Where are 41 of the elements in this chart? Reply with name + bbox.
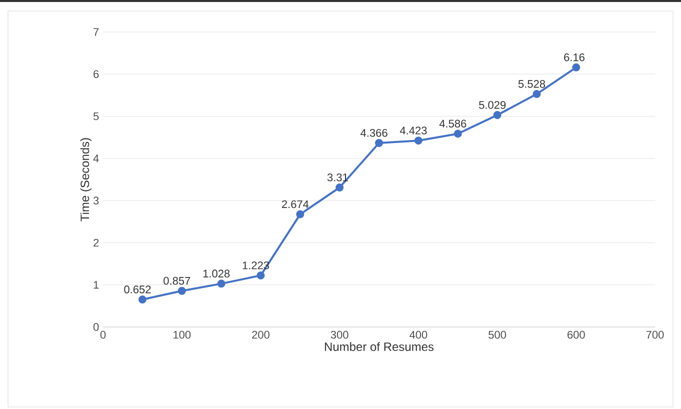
x-axis-title: Number of Resumes bbox=[324, 342, 434, 352]
y-tick-label: 5 bbox=[93, 112, 99, 120]
y-tick-label: 7 bbox=[94, 28, 99, 36]
x-tick-label: 200 bbox=[252, 330, 270, 339]
data-label: 5.029 bbox=[479, 101, 506, 109]
y-tick-label: 4 bbox=[93, 154, 99, 162]
data-label: 2.674 bbox=[282, 200, 309, 208]
data-label: 0.857 bbox=[164, 276, 190, 285]
data-label: 6.16 bbox=[564, 53, 584, 62]
data-label: 3.31 bbox=[327, 174, 348, 182]
x-tick-label: 400 bbox=[410, 330, 428, 339]
y-tick-label: 3 bbox=[93, 196, 99, 204]
point bbox=[572, 63, 580, 72]
data-label: 4.423 bbox=[400, 126, 427, 134]
y-tick-label: 0 bbox=[93, 323, 99, 331]
point bbox=[454, 130, 462, 138]
data-label: 4.366 bbox=[360, 129, 388, 137]
point bbox=[138, 296, 146, 304]
data-label: 0.652 bbox=[124, 286, 151, 294]
x-tick-label: 0 bbox=[100, 330, 106, 339]
y-tick-label: 1 bbox=[94, 281, 99, 289]
data-label: 5.528 bbox=[518, 80, 546, 88]
data-label: 1.028 bbox=[203, 270, 230, 278]
point bbox=[217, 280, 226, 288]
point bbox=[296, 210, 304, 218]
point bbox=[493, 111, 502, 120]
x-tick-label: 500 bbox=[488, 330, 506, 339]
point bbox=[256, 271, 265, 280]
y-axis-title: Time (Seconds) bbox=[80, 138, 92, 222]
x-tick-label: 700 bbox=[646, 330, 664, 339]
point bbox=[178, 286, 186, 295]
data-label: 4.586 bbox=[439, 120, 466, 128]
point bbox=[532, 90, 541, 98]
y-tick-label: 2 bbox=[94, 238, 99, 247]
point bbox=[375, 139, 384, 148]
y-tick-label: 6 bbox=[94, 70, 99, 78]
x-tick-label: 300 bbox=[330, 330, 348, 339]
x-tick-label: 100 bbox=[174, 330, 191, 339]
x-tick-label: 600 bbox=[568, 330, 585, 339]
point bbox=[336, 184, 344, 192]
point bbox=[414, 136, 422, 145]
